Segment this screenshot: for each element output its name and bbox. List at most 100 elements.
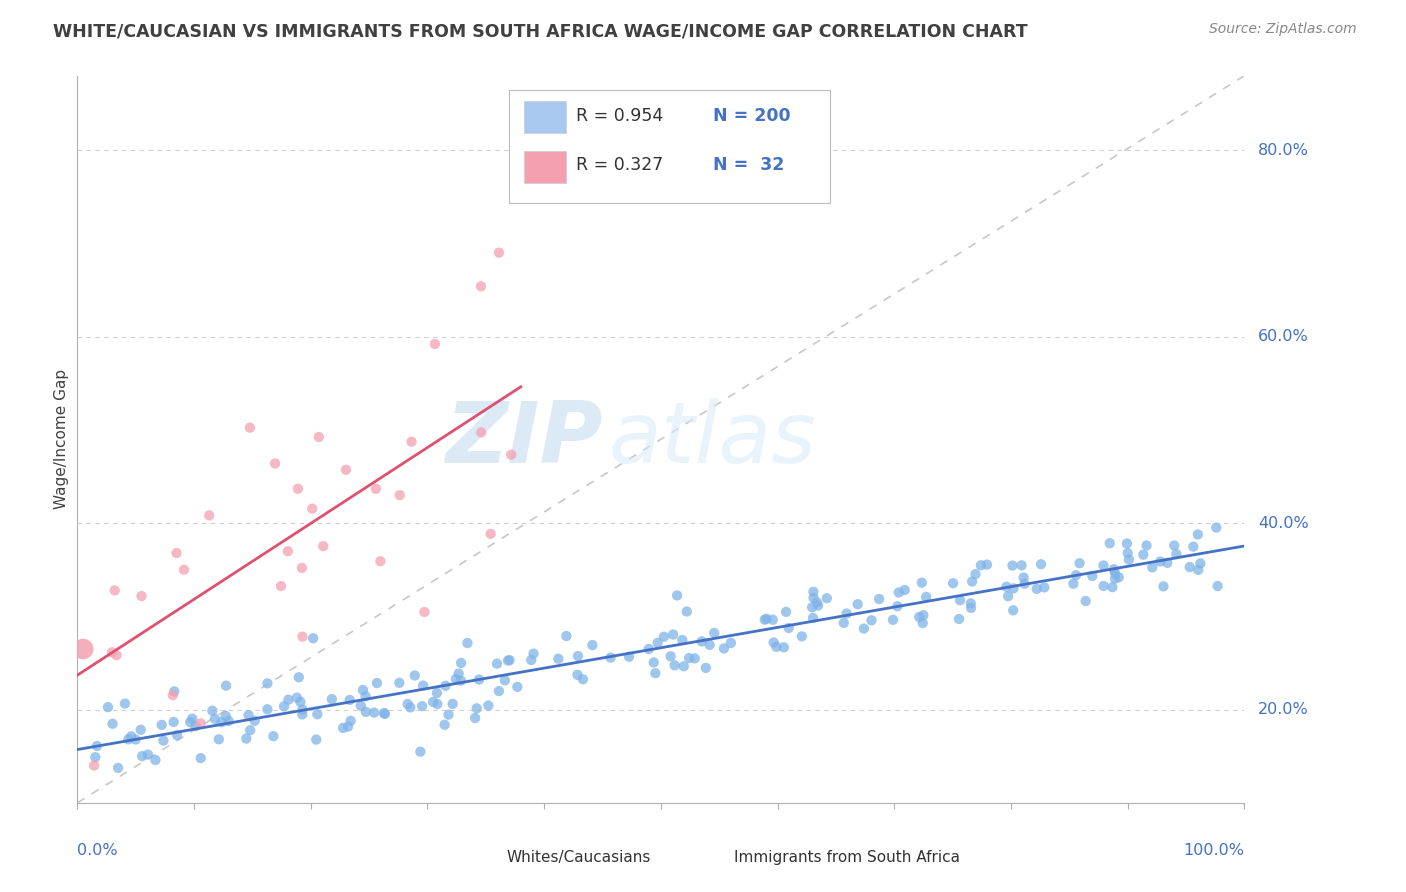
Point (285, 690, 308, 705)
Point (131, 589, 153, 603)
Point (501, 448, 523, 462)
Point (166, 546, 188, 560)
Point (464, 711, 486, 725)
Point (801, 611, 824, 625)
Point (190, 751, 212, 765)
Point (506, 680, 529, 694)
Point (363, 706, 385, 720)
Point (555, 629, 578, 643)
Point (239, 723, 262, 738)
Point (567, 648, 589, 663)
Point (959, 596, 981, 610)
Point (335, 463, 357, 477)
Point (720, 636, 742, 650)
Point (238, 708, 260, 723)
Point (1152, 579, 1174, 593)
Point (911, 575, 934, 590)
Point (1001, 558, 1024, 573)
Point (198, 508, 221, 523)
Point (468, 673, 491, 687)
Point (150, 718, 173, 732)
Point (262, 729, 284, 743)
Text: atlas: atlas (609, 398, 817, 481)
Point (350, 698, 373, 713)
Point (104, 583, 127, 598)
Point (806, 595, 828, 609)
Point (496, 653, 519, 667)
Point (277, 692, 299, 706)
Point (970, 558, 993, 573)
Point (396, 697, 419, 711)
Point (1014, 576, 1036, 591)
Text: WHITE/CAUCASIAN VS IMMIGRANTS FROM SOUTH AFRICA WAGE/INCOME GAP CORRELATION CHAR: WHITE/CAUCASIAN VS IMMIGRANTS FROM SOUTH… (53, 22, 1028, 40)
Text: ZIP: ZIP (444, 398, 603, 481)
Point (273, 699, 295, 714)
Point (404, 668, 426, 682)
Point (401, 434, 423, 449)
Point (218, 714, 240, 728)
Point (1092, 579, 1115, 593)
Point (976, 558, 998, 572)
Point (713, 641, 735, 656)
Point (114, 697, 136, 711)
Point (470, 425, 492, 440)
Point (308, 430, 330, 444)
Point (775, 605, 797, 619)
Point (243, 714, 266, 728)
Point (101, 716, 124, 731)
Point (373, 706, 395, 720)
Point (1156, 556, 1178, 570)
Point (1064, 568, 1087, 582)
Point (422, 695, 444, 709)
Text: 0.0%: 0.0% (77, 843, 118, 858)
Point (426, 686, 449, 700)
Point (426, 697, 449, 711)
Point (354, 705, 377, 719)
Text: Whites/Caucasians: Whites/Caucasians (506, 850, 651, 865)
Point (291, 702, 314, 716)
Point (352, 683, 374, 698)
Point (256, 702, 278, 716)
Point (762, 635, 785, 649)
Point (778, 621, 800, 635)
Point (450, 656, 472, 670)
Point (1062, 576, 1084, 591)
Point (364, 482, 387, 496)
Point (965, 567, 987, 582)
Point (1205, 520, 1227, 534)
Point (790, 629, 813, 643)
Point (699, 638, 721, 652)
Point (181, 712, 204, 726)
Point (291, 561, 314, 575)
Point (162, 688, 184, 702)
FancyBboxPatch shape (524, 102, 567, 133)
Point (184, 719, 207, 733)
Point (754, 613, 776, 627)
Text: N = 200: N = 200 (713, 107, 792, 125)
Point (1069, 556, 1091, 570)
Point (617, 649, 640, 664)
Point (915, 590, 938, 604)
Point (412, 679, 434, 693)
Point (1029, 558, 1052, 572)
Point (456, 636, 478, 650)
Point (666, 589, 689, 603)
Point (305, 732, 328, 747)
Point (1189, 557, 1212, 571)
Point (755, 612, 778, 626)
Point (354, 690, 377, 704)
Point (997, 589, 1019, 603)
Point (190, 716, 212, 731)
Point (659, 649, 682, 664)
Point (644, 666, 666, 681)
Point (97, 700, 120, 714)
Point (581, 638, 603, 652)
Point (942, 576, 965, 591)
Point (301, 501, 323, 516)
Point (107, 761, 129, 775)
Point (256, 676, 278, 690)
Point (287, 482, 309, 496)
Point (264, 457, 287, 471)
Point (567, 668, 589, 682)
Point (485, 657, 508, 671)
